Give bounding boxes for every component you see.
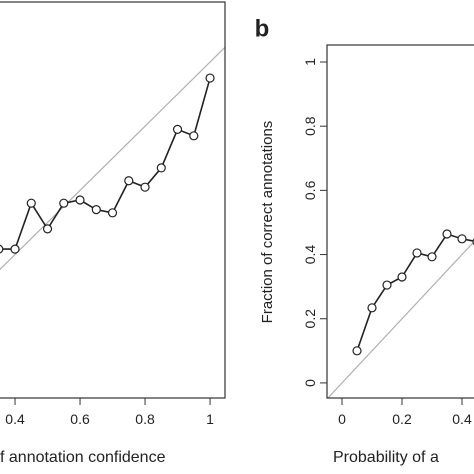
data-point [59,198,69,208]
data-point [382,280,392,290]
y-tick-label: 0.4 [302,245,318,265]
x-tick-label: 0.6 [70,411,90,427]
y-tick-label: 1 [302,58,318,66]
x-tick-label: 0.4 [5,411,25,427]
y-tick-label: 0.8 [302,116,318,136]
data-point [0,244,4,254]
x-tick-label: 0 [338,411,346,427]
data-point [352,346,362,356]
reference-diagonal [0,46,225,271]
plot-area [0,46,225,271]
x-tick-label: 1 [206,411,214,427]
data-point [367,303,377,313]
reference-diagonal [327,240,474,398]
data-point [427,252,437,262]
data-point [140,182,150,192]
plot-area [327,229,474,398]
x-tick-label: 0.2 [392,411,412,427]
plot-frame [0,1,226,399]
data-line [0,77,211,250]
data-point [189,131,199,141]
y-tick-label: 0.6 [302,180,318,200]
data-point [172,124,183,135]
plot-frame [326,44,474,399]
x-tick-label: 0.4 [452,411,472,427]
data-point [442,229,452,239]
panel-label: b [255,15,270,42]
data-point [457,234,467,244]
x-axis-label: f annotation confidence [0,449,166,466]
x-tick-label: 0.8 [135,411,155,427]
data-point [10,244,20,254]
data-point [107,208,118,218]
y-tick-label: 0.2 [302,309,318,329]
data-point [156,163,166,173]
y-axis-label: Fraction of correct annotations [259,121,276,324]
y-tick-label: 0 [302,379,318,387]
data-point [205,73,215,83]
data-point [397,272,407,282]
data-point [26,198,36,208]
x-axis-label: Probability of a [333,449,439,466]
data-point [412,248,422,258]
data-point [75,195,85,205]
data-point [42,224,53,234]
data-point [124,176,134,186]
data-point [91,205,101,215]
